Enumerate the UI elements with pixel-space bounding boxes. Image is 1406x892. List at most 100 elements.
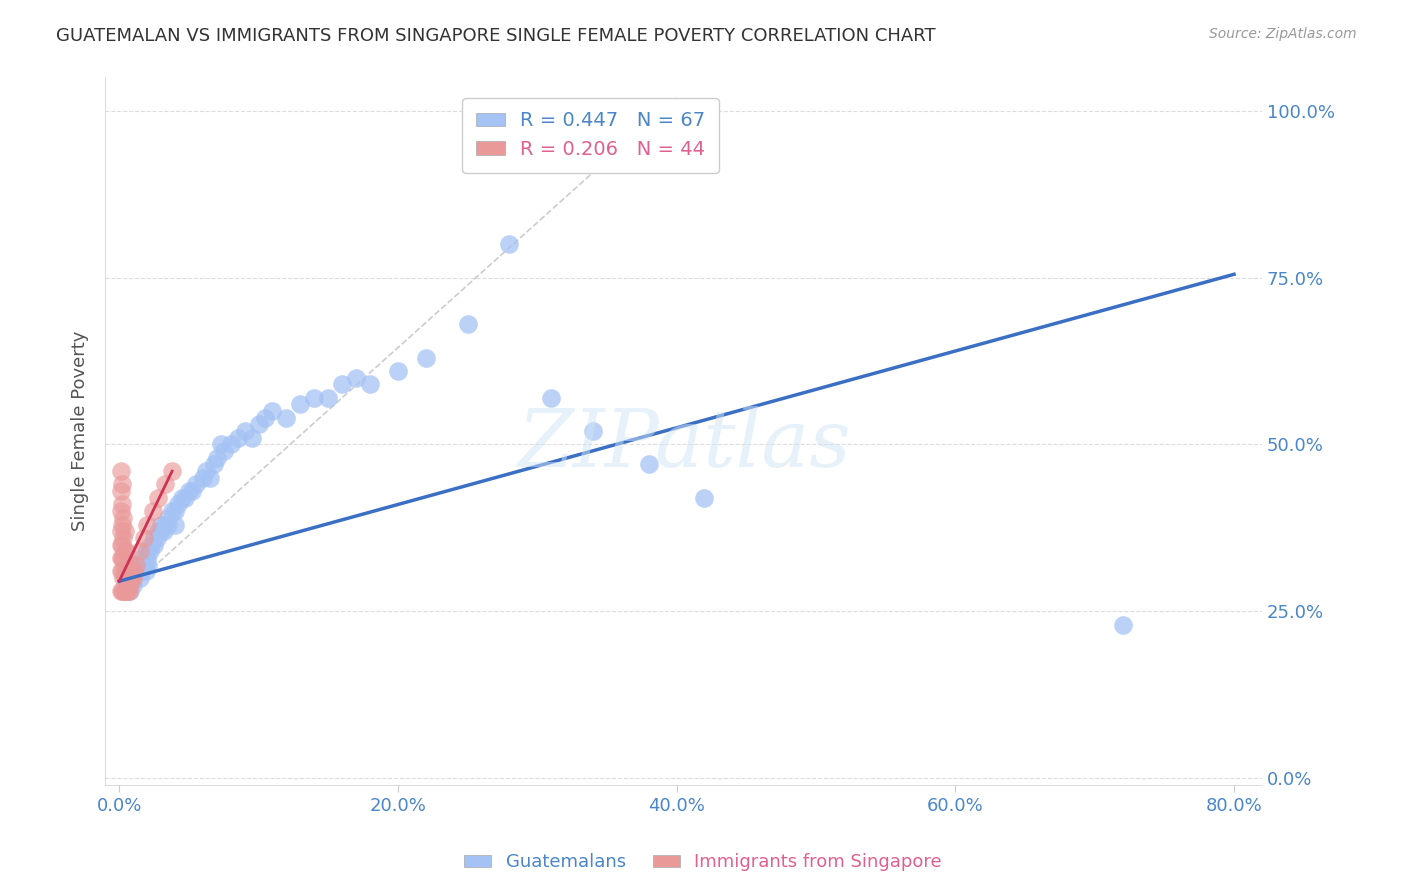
Point — [146, 491, 169, 505]
Point — [121, 571, 143, 585]
Point — [330, 377, 353, 392]
Point — [111, 517, 134, 532]
Point — [143, 537, 166, 551]
Point — [415, 351, 437, 365]
Point — [205, 450, 228, 465]
Point — [141, 537, 163, 551]
Point — [110, 584, 132, 599]
Point — [152, 524, 174, 539]
Point — [160, 464, 183, 478]
Point — [112, 584, 135, 599]
Point — [118, 564, 141, 578]
Point — [134, 531, 156, 545]
Point — [637, 458, 659, 472]
Point — [191, 471, 214, 485]
Point — [127, 558, 149, 572]
Point — [136, 517, 159, 532]
Point — [540, 391, 562, 405]
Point — [219, 437, 242, 451]
Point — [194, 464, 217, 478]
Point — [198, 471, 221, 485]
Point — [212, 444, 235, 458]
Point — [115, 584, 138, 599]
Point — [131, 564, 153, 578]
Point — [115, 544, 138, 558]
Point — [122, 558, 145, 572]
Point — [693, 491, 716, 505]
Point — [142, 504, 165, 518]
Point — [149, 524, 172, 539]
Point — [170, 491, 193, 505]
Point — [1111, 617, 1133, 632]
Point — [209, 437, 232, 451]
Point — [117, 564, 139, 578]
Point — [180, 484, 202, 499]
Point — [111, 498, 134, 512]
Point — [160, 504, 183, 518]
Point — [153, 517, 176, 532]
Point — [316, 391, 339, 405]
Point — [118, 584, 141, 599]
Point — [110, 550, 132, 565]
Point — [110, 464, 132, 478]
Point — [359, 377, 381, 392]
Point — [111, 537, 134, 551]
Point — [173, 491, 195, 505]
Point — [582, 424, 605, 438]
Point — [120, 584, 142, 599]
Point — [276, 410, 298, 425]
Legend: Guatemalans, Immigrants from Singapore: Guatemalans, Immigrants from Singapore — [457, 847, 949, 879]
Point — [120, 577, 142, 591]
Point — [146, 524, 169, 539]
Point — [498, 237, 520, 252]
Point — [111, 550, 134, 565]
Text: GUATEMALAN VS IMMIGRANTS FROM SINGAPORE SINGLE FEMALE POVERTY CORRELATION CHART: GUATEMALAN VS IMMIGRANTS FROM SINGAPORE … — [56, 27, 936, 45]
Point — [115, 564, 138, 578]
Point — [202, 458, 225, 472]
Point — [156, 511, 179, 525]
Point — [110, 564, 132, 578]
Point — [139, 544, 162, 558]
Point — [262, 404, 284, 418]
Point — [125, 564, 148, 578]
Point — [112, 511, 135, 525]
Point — [124, 564, 146, 578]
Point — [143, 531, 166, 545]
Point — [114, 564, 136, 578]
Point — [129, 571, 152, 585]
Point — [112, 531, 135, 545]
Point — [135, 564, 157, 578]
Point — [254, 410, 277, 425]
Point — [114, 524, 136, 539]
Point — [156, 517, 179, 532]
Point — [387, 364, 409, 378]
Point — [118, 571, 141, 585]
Point — [132, 550, 155, 565]
Point — [110, 537, 132, 551]
Point — [136, 550, 159, 565]
Point — [128, 564, 150, 578]
Point — [129, 544, 152, 558]
Text: Source: ZipAtlas.com: Source: ZipAtlas.com — [1209, 27, 1357, 41]
Point — [114, 544, 136, 558]
Point — [163, 517, 186, 532]
Point — [153, 477, 176, 491]
Point — [114, 584, 136, 599]
Point — [149, 517, 172, 532]
Point — [233, 424, 256, 438]
Point — [125, 558, 148, 572]
Point — [111, 477, 134, 491]
Point — [138, 558, 160, 572]
Text: ZIPatlas: ZIPatlas — [517, 407, 851, 484]
Point — [134, 558, 156, 572]
Point — [344, 370, 367, 384]
Point — [166, 498, 188, 512]
Point — [136, 544, 159, 558]
Y-axis label: Single Female Poverty: Single Female Poverty — [72, 331, 89, 532]
Point — [290, 397, 312, 411]
Point — [146, 531, 169, 545]
Point — [177, 484, 200, 499]
Point — [117, 584, 139, 599]
Point — [247, 417, 270, 432]
Point — [122, 571, 145, 585]
